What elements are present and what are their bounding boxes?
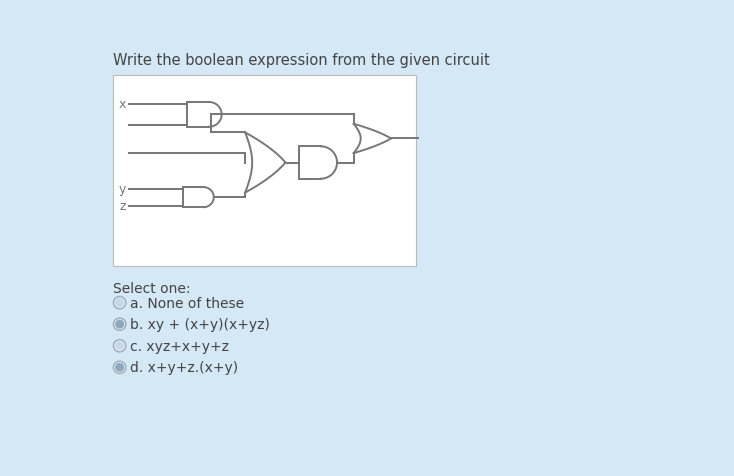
Text: Write the boolean expression from the given circuit: Write the boolean expression from the gi… (114, 53, 490, 68)
Text: z: z (120, 200, 126, 213)
Circle shape (116, 364, 123, 371)
FancyBboxPatch shape (114, 76, 415, 266)
Circle shape (116, 342, 123, 350)
Circle shape (114, 297, 126, 309)
Text: b. xy + (x+y)(x+yz): b. xy + (x+y)(x+yz) (131, 317, 270, 331)
Circle shape (114, 318, 126, 331)
Circle shape (116, 321, 123, 328)
Text: y: y (118, 183, 126, 196)
Text: c. xyz+x+y+z: c. xyz+x+y+z (131, 339, 230, 353)
Text: x: x (118, 98, 126, 111)
Circle shape (114, 361, 126, 374)
Text: Select one:: Select one: (114, 281, 191, 296)
Circle shape (116, 299, 123, 307)
Circle shape (114, 340, 126, 352)
Text: a. None of these: a. None of these (131, 296, 244, 310)
Text: d. x+y+z.(x+y): d. x+y+z.(x+y) (131, 360, 239, 375)
